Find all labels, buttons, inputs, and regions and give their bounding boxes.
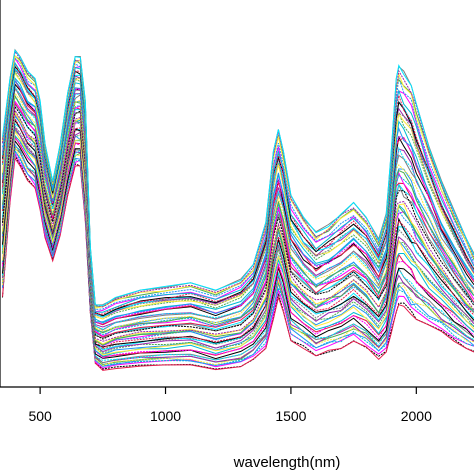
spectrum-line (2, 129, 474, 356)
spectrum-line (2, 125, 474, 350)
spectrum-line (2, 79, 474, 323)
spectrum-line (2, 143, 474, 364)
spectrum-line (2, 101, 474, 338)
spectrum-line (2, 139, 474, 360)
spectrum-line (2, 118, 474, 348)
spectrum-line (2, 134, 474, 357)
spectrum-line (2, 84, 474, 330)
spectrum-line (2, 105, 474, 340)
spectrum-line (2, 149, 474, 367)
x-axis: 500 1000 1500 2000 (28, 387, 432, 424)
spectrum-line (2, 91, 474, 332)
spectrum-line (2, 117, 474, 349)
x-tick-label: 1000 (150, 408, 181, 424)
spectrum-line (2, 79, 474, 326)
x-tick-label: 500 (28, 408, 52, 424)
x-axis-title: wavelength(nm) (233, 454, 341, 471)
spectrum-line (2, 111, 474, 345)
spectrum-line (2, 49, 474, 307)
spectrum-line (2, 108, 474, 342)
spectrum-line (2, 143, 474, 361)
x-tick-label: 1500 (275, 408, 306, 424)
x-tick-label: 2000 (401, 408, 432, 424)
spectrum-line (2, 147, 474, 366)
spectrum-line (2, 137, 474, 359)
spectra-curves (2, 48, 474, 371)
spectrum-line (2, 94, 474, 334)
spectrum-line (2, 61, 474, 313)
spectrum-line (2, 68, 474, 318)
spectrum-line (2, 156, 474, 371)
